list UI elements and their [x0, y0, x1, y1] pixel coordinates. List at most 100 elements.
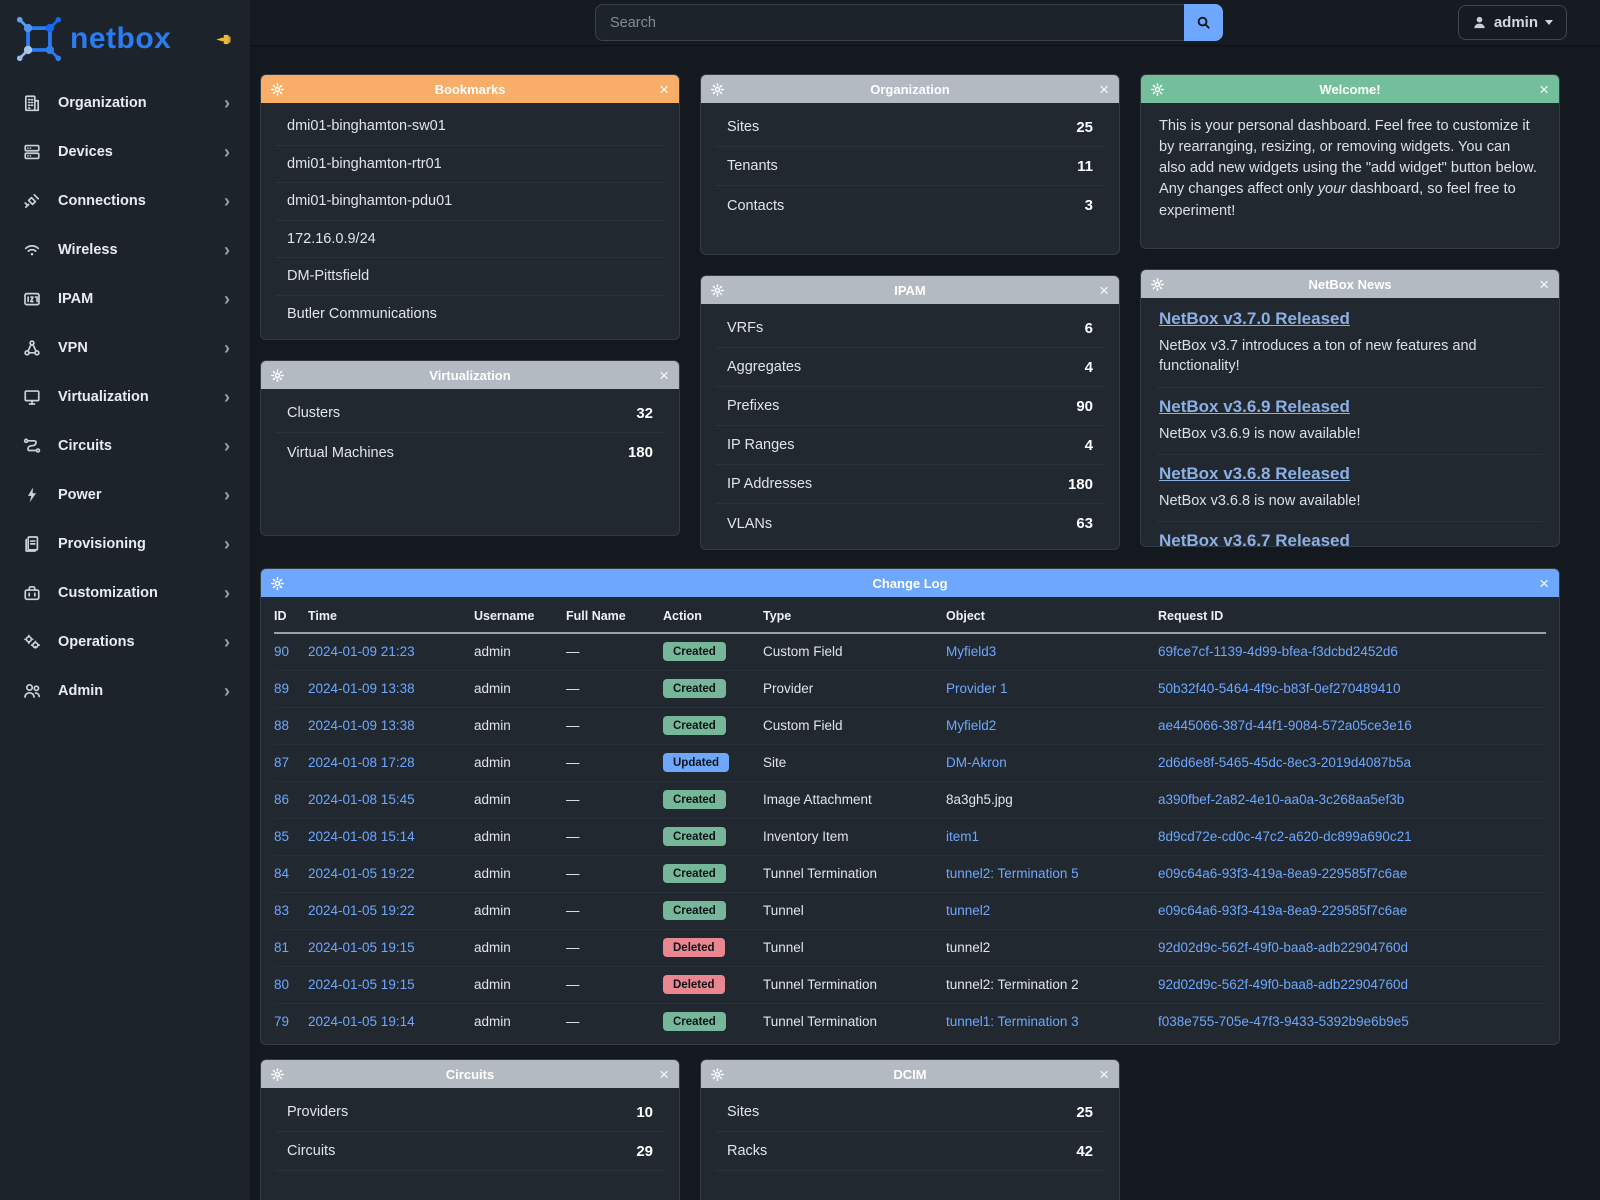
sidebar-item-customization[interactable]: Customization › — [0, 568, 250, 617]
search-button[interactable] — [1184, 4, 1223, 41]
circuits-stat-row[interactable]: Providers 10 — [275, 1093, 665, 1132]
changelog-time-link[interactable]: 2024-01-08 17:28 — [308, 744, 474, 782]
bookmark-item[interactable]: DM-Pittsfield — [275, 258, 665, 296]
changelog-time-link[interactable]: 2024-01-08 15:14 — [308, 818, 474, 856]
changelog-id-link[interactable]: 80 — [274, 966, 308, 1004]
sidebar-item-organization[interactable]: Organization › — [0, 78, 250, 127]
ipam-stat-row[interactable]: Aggregates 4 — [715, 348, 1105, 387]
gear-icon[interactable] — [711, 1067, 724, 1081]
virtualization-stat-row[interactable]: Clusters 32 — [275, 394, 665, 433]
netbox-logo-icon[interactable] — [14, 14, 64, 64]
changelog-time-link[interactable]: 2024-01-08 15:45 — [308, 781, 474, 819]
changelog-time-link[interactable]: 2024-01-05 19:22 — [308, 855, 474, 893]
changelog-id-link[interactable]: 86 — [274, 781, 308, 819]
close-icon[interactable]: × — [1539, 573, 1549, 593]
changelog-id-link[interactable]: 90 — [274, 633, 308, 671]
close-icon[interactable]: × — [659, 1064, 669, 1084]
changelog-request-id-link[interactable]: e09c64a6-93f3-419a-8ea9-229585f7c6ae — [1158, 892, 1546, 930]
changelog-object-link[interactable]: item1 — [946, 818, 1158, 856]
gear-icon[interactable] — [271, 576, 284, 590]
user-menu-button[interactable]: admin — [1457, 5, 1567, 40]
changelog-time-link[interactable]: 2024-01-09 21:23 — [308, 633, 474, 671]
sidebar-item-connections[interactable]: Connections › — [0, 176, 250, 225]
news-link[interactable]: NetBox v3.6.9 Released — [1159, 396, 1350, 416]
changelog-id-link[interactable]: 83 — [274, 892, 308, 930]
gear-icon[interactable] — [711, 82, 724, 96]
sidebar-item-devices[interactable]: Devices › — [0, 127, 250, 176]
sidebar-item-virtualization[interactable]: Virtualization › — [0, 372, 250, 421]
changelog-id-link[interactable]: 85 — [274, 818, 308, 856]
organization-stat-row[interactable]: Contacts 3 — [715, 186, 1105, 225]
changelog-request-id-link[interactable]: e09c64a6-93f3-419a-8ea9-229585f7c6ae — [1158, 855, 1546, 893]
news-link[interactable]: NetBox v3.7.0 Released — [1159, 309, 1350, 328]
changelog-request-id-link[interactable]: 8d9cd72e-cd0c-47c2-a620-dc899a690c21 — [1158, 818, 1546, 856]
changelog-id-link[interactable]: 89 — [274, 670, 308, 708]
sidebar-item-power[interactable]: Power › — [0, 470, 250, 519]
gear-icon[interactable] — [271, 82, 284, 96]
dcim-stat-row[interactable]: Sites 25 — [715, 1093, 1105, 1132]
changelog-id-link[interactable]: 87 — [274, 744, 308, 782]
changelog-time-link[interactable]: 2024-01-09 13:38 — [308, 670, 474, 708]
circuits-stat-row[interactable]: Circuits 29 — [275, 1132, 665, 1171]
changelog-object-link[interactable]: tunnel1: Termination 3 — [946, 1014, 1079, 1030]
ipam-stat-row[interactable]: VLANs 63 — [715, 504, 1105, 543]
close-icon[interactable]: × — [1099, 79, 1109, 99]
news-link[interactable]: NetBox v3.6.8 Released — [1159, 463, 1350, 483]
gear-icon[interactable] — [711, 283, 724, 297]
organization-stat-row[interactable]: Sites 25 — [715, 108, 1105, 147]
changelog-request-id-link[interactable]: ae445066-387d-44f1-9084-572a05ce3e16 — [1158, 707, 1546, 745]
changelog-request-id-link[interactable]: a390fbef-2a82-4e10-aa0a-3c268aa5ef3b — [1158, 781, 1546, 819]
changelog-object-link[interactable]: Myfield3 — [946, 633, 1158, 671]
gear-icon[interactable] — [271, 368, 284, 382]
changelog-request-id-link[interactable]: f038e755-705e-47f3-9433-5392b9e6b9e5 — [1158, 1014, 1409, 1030]
gear-icon[interactable] — [271, 1067, 284, 1081]
bookmark-item[interactable]: dmi01-binghamton-sw01 — [275, 108, 665, 146]
changelog-id-link[interactable]: 88 — [274, 707, 308, 745]
close-icon[interactable]: × — [1539, 79, 1549, 99]
changelog-object-link[interactable]: tunnel2: Termination 5 — [946, 855, 1158, 893]
dcim-stat-row[interactable]: Racks 42 — [715, 1132, 1105, 1171]
changelog-request-id-link[interactable]: 92d02d9c-562f-49f0-baa8-adb22904760d — [1158, 966, 1546, 1004]
ipam-stat-row[interactable]: IP Ranges 4 — [715, 426, 1105, 465]
ipam-stat-row[interactable]: VRFs 6 — [715, 309, 1105, 348]
sidebar-item-vpn[interactable]: VPN › — [0, 323, 250, 372]
close-icon[interactable]: × — [1539, 274, 1549, 294]
sidebar-item-admin[interactable]: Admin › — [0, 666, 250, 715]
changelog-time-link[interactable]: 2024-01-05 19:14 — [308, 1014, 415, 1030]
changelog-object-link[interactable]: DM-Akron — [946, 744, 1158, 782]
pin-icon[interactable] — [215, 31, 232, 48]
changelog-time-link[interactable]: 2024-01-05 19:15 — [308, 966, 474, 1004]
changelog-object-link[interactable]: Myfield2 — [946, 707, 1158, 745]
gear-icon[interactable] — [1151, 277, 1164, 291]
changelog-request-id-link[interactable]: 69fce7cf-1139-4d99-bfea-f3dcbd2452d6 — [1158, 633, 1546, 671]
sidebar-item-ipam[interactable]: IPAM › — [0, 274, 250, 323]
changelog-request-id-link[interactable]: 92d02d9c-562f-49f0-baa8-adb22904760d — [1158, 929, 1546, 967]
close-icon[interactable]: × — [1099, 1064, 1109, 1084]
changelog-request-id-link[interactable]: 50b32f40-5464-4f9c-b83f-0ef270489410 — [1158, 670, 1546, 708]
sidebar-item-wireless[interactable]: Wireless › — [0, 225, 250, 274]
ipam-stat-row[interactable]: Prefixes 90 — [715, 387, 1105, 426]
gear-icon[interactable] — [1151, 82, 1164, 96]
changelog-id-link[interactable]: 81 — [274, 929, 308, 967]
sidebar-item-circuits[interactable]: Circuits › — [0, 421, 250, 470]
virtualization-stat-row[interactable]: Virtual Machines 180 — [275, 433, 665, 472]
sidebar-item-provisioning[interactable]: Provisioning › — [0, 519, 250, 568]
bookmark-item[interactable]: dmi01-binghamton-rtr01 — [275, 146, 665, 183]
close-icon[interactable]: × — [659, 365, 669, 385]
changelog-id-link[interactable]: 79 — [274, 1014, 290, 1030]
news-link[interactable]: NetBox v3.6.7 Released — [1159, 531, 1350, 547]
ipam-stat-row[interactable]: IP Addresses 180 — [715, 465, 1105, 504]
bookmark-item[interactable]: 172.16.0.9/24 — [275, 221, 665, 258]
changelog-object-link[interactable]: tunnel2 — [946, 892, 1158, 930]
close-icon[interactable]: × — [659, 79, 669, 99]
search-input[interactable] — [595, 4, 1184, 41]
changelog-id-link[interactable]: 84 — [274, 855, 308, 893]
changelog-time-link[interactable]: 2024-01-05 19:15 — [308, 929, 474, 967]
changelog-time-link[interactable]: 2024-01-05 19:22 — [308, 892, 474, 930]
bookmark-item[interactable]: dmi01-binghamton-pdu01 — [275, 183, 665, 221]
sidebar-item-operations[interactable]: Operations › — [0, 617, 250, 666]
logo-text[interactable]: netbox — [70, 22, 172, 55]
close-icon[interactable]: × — [1099, 280, 1109, 300]
changelog-request-id-link[interactable]: 2d6d6e8f-5465-45dc-8ec3-2019d4087b5a — [1158, 744, 1546, 782]
organization-stat-row[interactable]: Tenants 11 — [715, 147, 1105, 186]
